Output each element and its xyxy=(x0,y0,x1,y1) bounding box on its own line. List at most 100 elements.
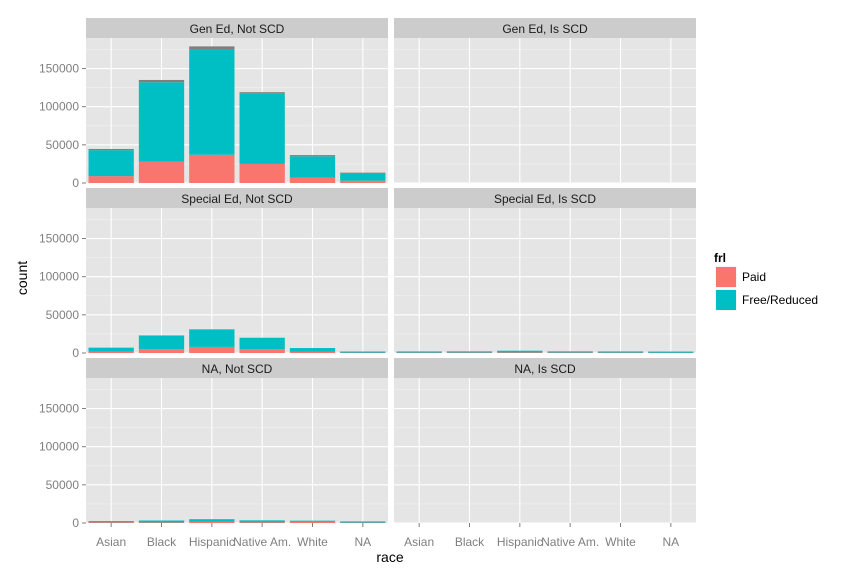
bar-segment xyxy=(88,347,134,352)
panel-background xyxy=(86,208,388,353)
x-tick-label: NA xyxy=(662,535,679,549)
facet-strip xyxy=(86,358,388,378)
bar-segment xyxy=(138,520,185,523)
facet-strip-label: Special Ed, Is SCD xyxy=(494,192,596,206)
facet-strip xyxy=(394,188,696,208)
x-tick-label: Hispanic xyxy=(497,535,543,549)
x-tick-label: Asian xyxy=(404,535,434,549)
facet-strip-label: NA, Not SCD xyxy=(202,362,273,376)
bar-segment xyxy=(289,177,336,183)
x-tick-label: Native Am. xyxy=(541,535,599,549)
legend-key-swatch xyxy=(716,290,736,310)
panel-background xyxy=(86,38,388,183)
facet-panel: NA, Not SCD 0 50000 100000 150000 Asian Black H… xyxy=(39,358,388,549)
bar-segment xyxy=(189,521,235,523)
bar-segment xyxy=(88,351,134,353)
legend-label: Paid xyxy=(742,270,766,284)
bar-segment xyxy=(340,173,386,181)
bar-segment xyxy=(340,172,386,174)
bar-segment xyxy=(547,351,593,353)
legend-label: Free/Reduced xyxy=(742,293,818,307)
y-tick-label: 0 xyxy=(72,176,79,190)
y-axis-title: count xyxy=(14,261,30,295)
y-tick-label: 150000 xyxy=(39,232,79,246)
bar-segment xyxy=(138,349,185,353)
bar-segment xyxy=(239,349,285,353)
bar-segment xyxy=(648,351,694,353)
x-tick-label: White xyxy=(605,535,636,549)
bar-segment xyxy=(189,519,235,522)
bar-segment xyxy=(497,351,543,353)
bar-segment xyxy=(138,521,185,523)
y-tick-label: 0 xyxy=(72,346,79,360)
bar-segment xyxy=(289,348,336,352)
panel-background xyxy=(394,208,696,353)
bar-segment xyxy=(189,154,235,183)
facet-panel: Gen Ed, Is SCD xyxy=(394,18,696,184)
bar-segment xyxy=(597,351,644,353)
y-tick-label: 150000 xyxy=(39,402,79,416)
y-tick-label: 50000 xyxy=(46,478,80,492)
bar-segment xyxy=(88,521,134,523)
facet-strip xyxy=(394,18,696,38)
bar-segment xyxy=(239,93,285,164)
x-axis-title: race xyxy=(376,549,403,565)
y-tick-label: 150000 xyxy=(39,62,79,76)
bar-segment xyxy=(138,82,185,162)
bar-segment xyxy=(289,521,336,523)
bar-segment xyxy=(88,148,134,151)
bar-segment xyxy=(138,335,185,350)
y-tick-label: 100000 xyxy=(39,100,79,114)
bar-segment xyxy=(239,92,285,94)
x-tick-label: NA xyxy=(354,535,371,549)
facet-strip xyxy=(86,188,388,208)
facet-strip xyxy=(394,358,696,378)
facet-strip-label: Gen Ed, Not SCD xyxy=(190,22,285,36)
bar-segment xyxy=(88,176,134,183)
y-tick-label: 0 xyxy=(72,516,79,530)
bar-segment xyxy=(340,351,386,353)
bar-segment xyxy=(239,521,285,523)
x-tick-label: Black xyxy=(455,535,485,549)
bar-segment xyxy=(289,520,336,522)
facet-strip-label: Special Ed, Not SCD xyxy=(181,192,293,206)
bar-segment xyxy=(289,351,336,353)
bar-segment xyxy=(189,49,235,155)
bar-segment xyxy=(138,161,185,183)
bar-segment xyxy=(239,337,285,350)
legend-title: frl xyxy=(714,251,726,265)
x-tick-label: Asian xyxy=(96,535,126,549)
facet-strip-label: NA, Is SCD xyxy=(514,362,576,376)
panel-background xyxy=(394,38,696,183)
y-tick-label: 100000 xyxy=(39,440,79,454)
bar-segment xyxy=(239,520,285,523)
bar-segment xyxy=(88,150,134,177)
panel-background xyxy=(394,378,696,523)
facet-strip-label: Gen Ed, Is SCD xyxy=(502,22,588,36)
bar-segment xyxy=(289,156,336,178)
facet-panel: Special Ed, Not SCD 0 50000 100000 150000 xyxy=(39,188,388,360)
bar-segment xyxy=(497,350,543,353)
legend: frl Paid Free/Reduced xyxy=(714,251,818,312)
bar-segment xyxy=(340,521,386,523)
bar-segment xyxy=(289,155,336,157)
x-tick-label: Black xyxy=(147,535,177,549)
legend-entries: Paid Free/Reduced xyxy=(714,265,818,312)
legend-key-swatch xyxy=(716,267,736,287)
bar-segment xyxy=(88,521,134,523)
bar-segment xyxy=(340,180,386,183)
bar-segment xyxy=(396,351,442,353)
bar-segment xyxy=(189,346,235,353)
facet-panel: Gen Ed, Not SCD 0 50000 100000 150000 xyxy=(39,18,388,190)
facet-panel: Special Ed, Is SCD xyxy=(394,188,696,354)
bar-segment xyxy=(138,79,185,83)
x-tick-label: Hispanic xyxy=(189,535,235,549)
bar-segment xyxy=(189,329,235,347)
y-tick-label: 100000 xyxy=(39,270,79,284)
bar-segment xyxy=(239,163,285,183)
x-tick-label: Native Am. xyxy=(233,535,291,549)
y-tick-label: 50000 xyxy=(46,138,80,152)
